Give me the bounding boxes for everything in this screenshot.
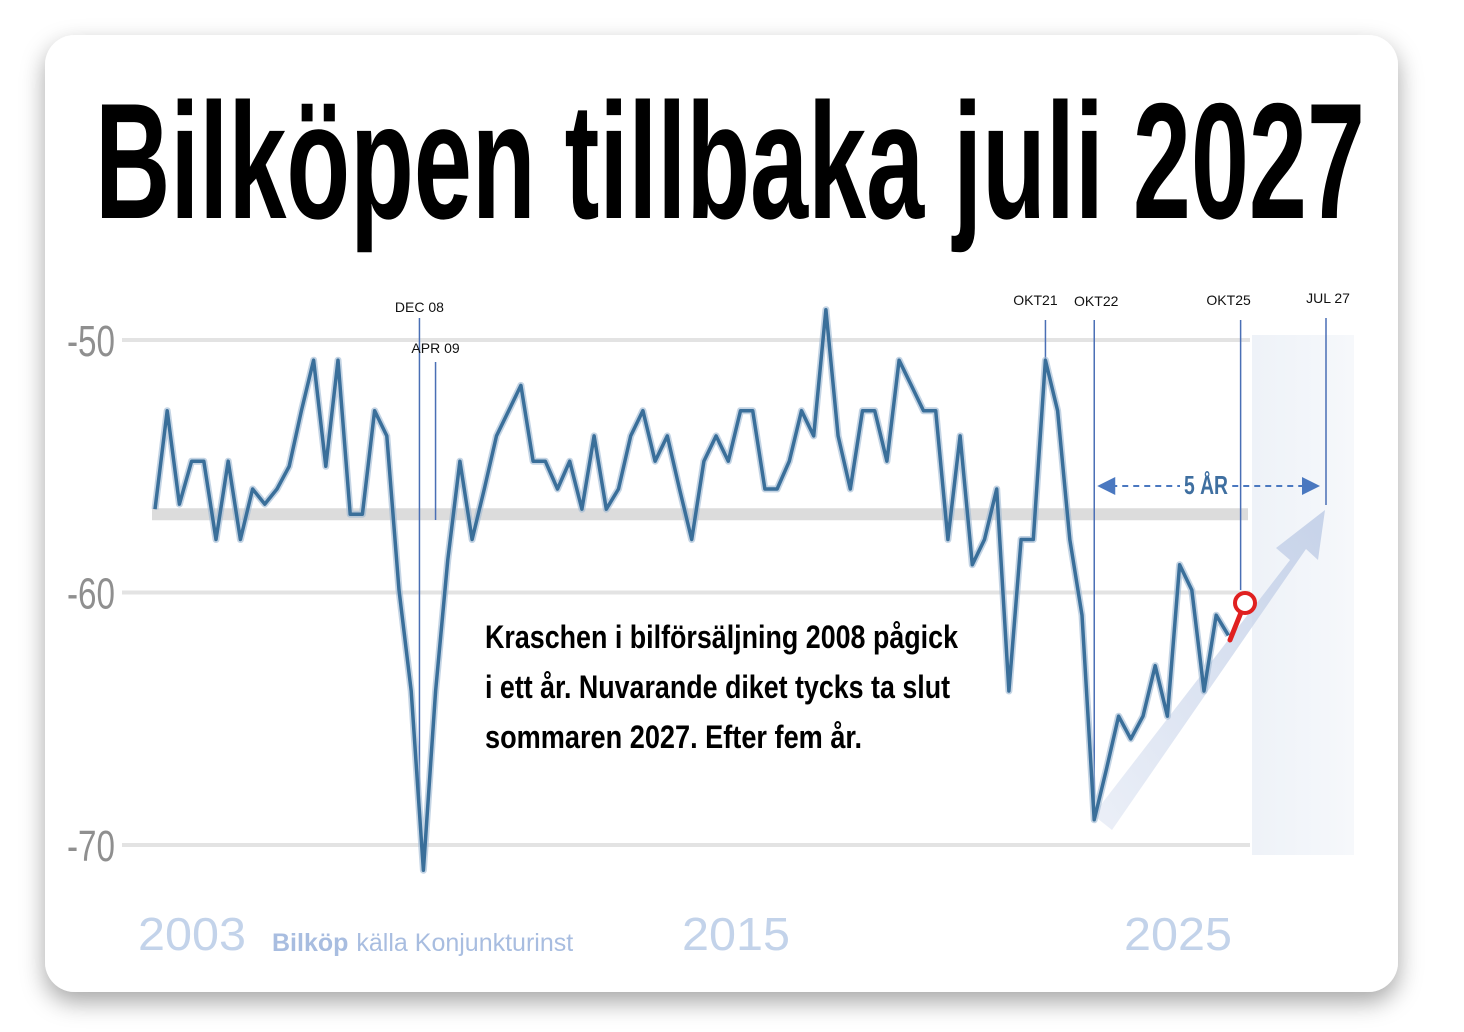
span-arrowhead: [1302, 477, 1320, 495]
source: Bilköp källa Konjunkturinst: [272, 929, 573, 957]
current-stick: [1227, 607, 1245, 643]
current-point: [1233, 591, 1257, 615]
marker-label: JUL 27: [1306, 290, 1350, 306]
span-label: 5 ÅR: [1184, 470, 1228, 500]
source-name: Bilköp: [272, 929, 348, 957]
marker-label: OKT22: [1074, 293, 1119, 309]
span-label-bg: [1180, 468, 1232, 502]
y-tick-label: -70: [67, 822, 115, 871]
period-label: 2003: [138, 908, 246, 960]
period-label: 2025: [1124, 908, 1232, 960]
source-text: källa Konjunkturinst: [356, 929, 573, 957]
annotation-line: Kraschen i bilförsäljning 2008 pågick: [485, 619, 958, 655]
series-line: [153, 307, 1230, 873]
span-arrowhead: [1097, 477, 1116, 495]
marker-label: DEC 08: [395, 299, 444, 315]
plot: -50 -60 -70 DEC 08 APR 09 OKT21 OKT22 OKT25 JUL …: [67, 290, 1350, 960]
marker-label: OKT21: [1013, 292, 1058, 308]
marker-label: OKT25: [1206, 292, 1251, 308]
y-tick-label: -50: [67, 317, 115, 366]
annotation-line: sommaren 2027. Efter fem år.: [485, 719, 862, 755]
y-tick-label: -60: [67, 570, 115, 619]
marker-label: APR 09: [411, 340, 459, 356]
period-label: 2015: [682, 908, 790, 960]
chart-title: Bilköpen tillbaka juli 2027: [95, 69, 1365, 253]
annotation-line: i ett år. Nuvarande diket tycks ta slut: [485, 669, 950, 705]
